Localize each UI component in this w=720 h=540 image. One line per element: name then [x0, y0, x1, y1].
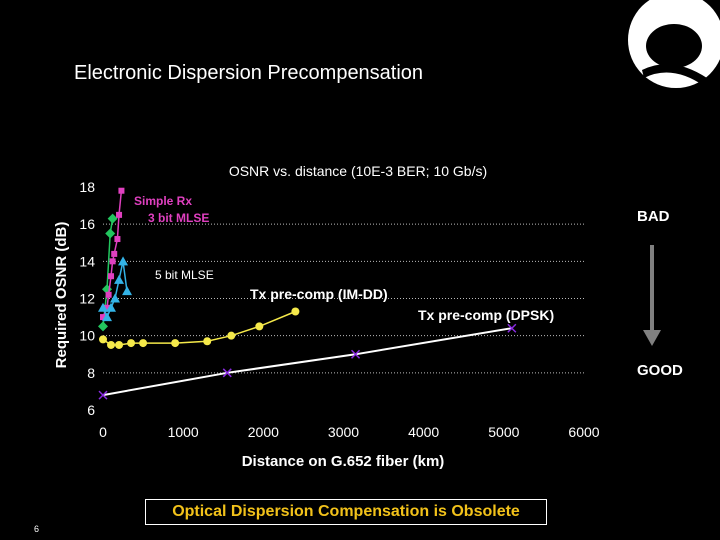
y-tick-label-8: 8 [87, 365, 95, 381]
series-group [98, 187, 517, 400]
bad-label: BAD [637, 208, 670, 225]
x-tick-label-2000: 2000 [248, 424, 279, 440]
data-point-tx-pre-comp-im-dd-7 [227, 331, 236, 340]
data-point-3-bit-mlse-2 [105, 291, 112, 298]
x-tick-label-4000: 4000 [408, 424, 439, 440]
good-label: GOOD [637, 362, 683, 379]
data-point-tx-pre-comp-dpsk-1-stroke-b [222, 368, 232, 378]
data-point-tx-pre-comp-im-dd-0 [99, 335, 107, 344]
data-point-3-bit-mlse-1 [104, 304, 111, 311]
data-point-5-bit-mlse-3 [110, 293, 121, 303]
x-tick-label-3000: 3000 [328, 424, 359, 440]
data-point-tx-pre-comp-dpsk-1 [222, 368, 232, 378]
data-point-tx-pre-comp-im-dd-8 [255, 322, 264, 331]
y-tick-label-14: 14 [79, 253, 95, 269]
y-tick-label-18: 18 [79, 179, 95, 195]
data-point-5-bit-mlse-6 [122, 286, 133, 296]
data-point-tx-pre-comp-dpsk-3-stroke-b [507, 323, 517, 333]
data-point-3-bit-mlse-6 [114, 236, 121, 243]
data-point-tx-pre-comp-dpsk-2-stroke-b [350, 349, 361, 359]
axis-ticks: 6 8 10 12 14 16 18 0 1000 2000 3000 4000 5000 6000 [79, 179, 599, 440]
data-point-tx-pre-comp-im-dd-3 [127, 339, 136, 348]
data-point-simple-rx-0 [98, 321, 108, 332]
data-point-3-bit-mlse-0 [100, 314, 106, 321]
annotation-3bit-mlse: 3 bit MLSE [148, 211, 209, 225]
data-point-3-bit-mlse-7 [116, 211, 123, 218]
footer-callout: Optical Dispersion Compensation is Obsol… [145, 499, 547, 525]
bad-good-arrow-head [643, 330, 661, 346]
data-point-3-bit-mlse-4 [109, 258, 116, 265]
series-tx-pre-comp-im-dd [99, 307, 300, 349]
series-3-bit-mlse [100, 187, 125, 321]
y-tick-label-12: 12 [79, 291, 95, 307]
data-point-tx-pre-comp-dpsk-0 [98, 390, 108, 400]
series-5-bit-mlse [98, 256, 133, 322]
y-axis-label: Required OSNR (dB) [53, 222, 70, 369]
data-point-tx-pre-comp-dpsk-2 [350, 349, 361, 359]
data-point-5-bit-mlse-2 [106, 302, 117, 312]
annotation-dpsk: Tx pre-comp (DPSK) [418, 307, 554, 323]
x-tick-label-1000: 1000 [168, 424, 199, 440]
x-tick-label-6000: 6000 [568, 424, 599, 440]
data-point-tx-pre-comp-im-dd-5 [171, 339, 180, 348]
data-point-5-bit-mlse-0 [98, 302, 108, 312]
data-point-3-bit-mlse-8 [118, 187, 125, 194]
data-point-5-bit-mlse-5 [118, 256, 129, 266]
data-point-tx-pre-comp-dpsk-0-stroke-b [98, 390, 108, 400]
page-number: 6 [34, 524, 40, 534]
slide-title: Electronic Dispersion Precompensation [74, 62, 424, 84]
chart-title: OSNR vs. distance (10E-3 BER; 10 Gb/s) [229, 163, 487, 179]
data-point-5-bit-mlse-4 [114, 274, 125, 284]
x-tick-label-5000: 5000 [488, 424, 519, 440]
data-point-tx-pre-comp-im-dd-9 [291, 307, 300, 316]
data-point-3-bit-mlse-3 [108, 273, 115, 280]
x-tick-label-0: 0 [99, 424, 107, 440]
data-point-tx-pre-comp-im-dd-6 [203, 337, 212, 346]
data-point-3-bit-mlse-5 [111, 250, 118, 257]
y-tick-label-16: 16 [79, 216, 95, 232]
series-line-tx-pre-comp-dpsk [102, 327, 512, 397]
data-point-tx-pre-comp-dpsk-3 [507, 323, 517, 333]
y-tick-label-10: 10 [79, 328, 95, 344]
annotation-imdd: Tx pre-comp (IM-DD) [250, 286, 388, 302]
data-point-simple-rx-3 [107, 213, 118, 224]
data-point-tx-pre-comp-im-dd-1 [107, 340, 116, 349]
y-tick-label-6: 6 [87, 402, 95, 418]
data-point-tx-pre-comp-im-dd-4 [139, 339, 148, 348]
x-axis-label: Distance on G.652 fiber (km) [242, 453, 445, 470]
gridlines [103, 223, 584, 374]
data-point-simple-rx-2 [105, 228, 116, 239]
annotation-5bit-mlse: 5 bit MLSE [155, 268, 214, 282]
data-point-tx-pre-comp-im-dd-2 [115, 340, 124, 349]
data-point-5-bit-mlse-1 [102, 312, 113, 322]
company-logo [628, 0, 720, 88]
series-tx-pre-comp-dpsk [98, 323, 517, 400]
annotation-simple-rx: Simple Rx [134, 194, 192, 208]
